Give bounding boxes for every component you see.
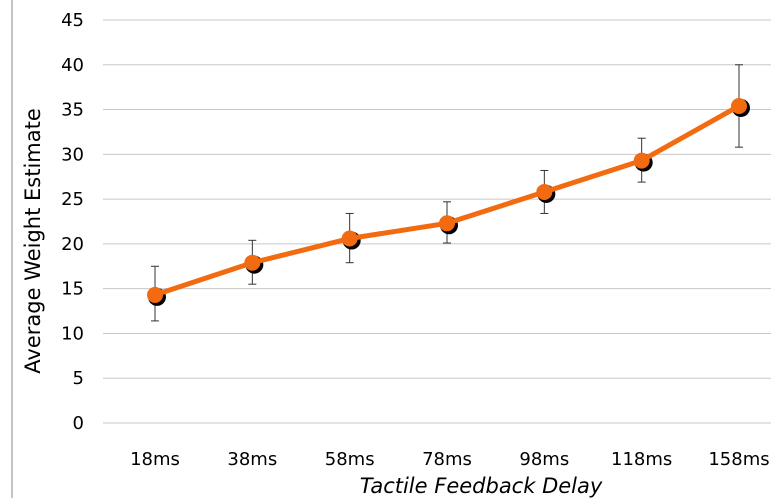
y-tick-label: 5: [73, 368, 84, 389]
y-tick-label: 20: [61, 234, 84, 255]
data-point: [341, 230, 358, 247]
y-tick-label: 35: [61, 100, 84, 121]
gridlines: [103, 19, 771, 424]
y-tick-label: 45: [61, 10, 84, 31]
y-tick-label: 10: [61, 323, 84, 344]
y-tick-label: 40: [61, 55, 84, 76]
data-point: [439, 215, 455, 232]
x-tick-label: 158ms: [708, 449, 769, 470]
x-tick-label: 78ms: [422, 449, 472, 470]
data-point: [536, 183, 553, 200]
data-point: [731, 97, 747, 114]
series-line: [154, 103, 741, 298]
data-point: [244, 254, 261, 271]
x-tick-label: 18ms: [130, 449, 180, 470]
data-point: [633, 152, 650, 169]
error-bars: [151, 64, 743, 322]
marker-shadows: [148, 98, 750, 306]
y-tick-label: 0: [73, 413, 84, 434]
y-tick-labels: 0 5 10 15 20 25 30 35 40 45: [61, 10, 84, 434]
y-tick-label: 15: [61, 279, 84, 300]
x-tick-label: 58ms: [325, 449, 375, 470]
x-tick-label: 38ms: [227, 449, 277, 470]
y-axis-title: Average Weight Estimate: [21, 108, 45, 374]
y-tick-label: 25: [61, 189, 84, 210]
data-points: [147, 97, 747, 303]
x-tick-label: 118ms: [611, 449, 672, 470]
x-tick-labels: 18ms 38ms 58ms 78ms 98ms 118ms 158ms: [130, 449, 770, 470]
data-point: [147, 286, 163, 303]
x-axis-title: Tactile Feedback Delay: [360, 474, 603, 498]
y-tick-label: 30: [61, 144, 84, 165]
x-tick-label: 98ms: [519, 449, 569, 470]
